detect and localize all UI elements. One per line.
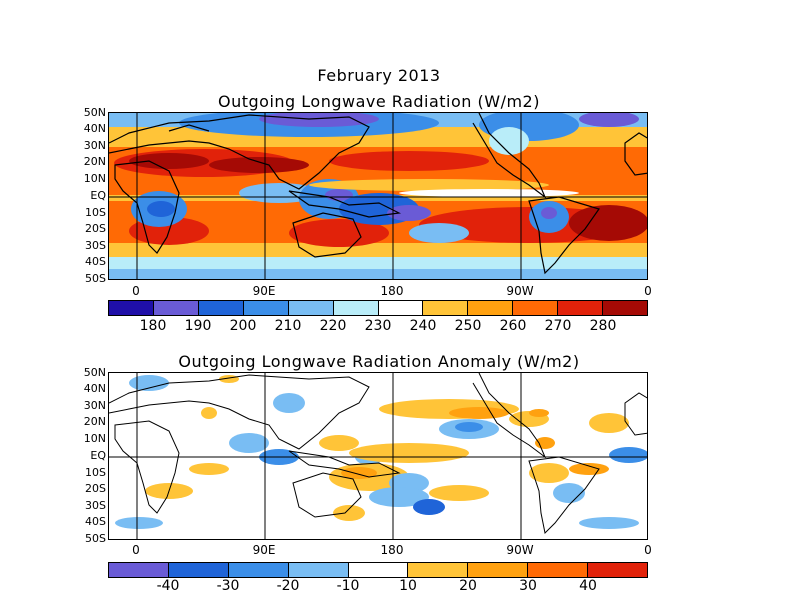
lat-label: 30S — [85, 239, 106, 252]
colorbar-segment — [243, 301, 289, 315]
lon-label: 180 — [380, 284, 404, 298]
lat-label: 50N — [83, 106, 106, 119]
olr-map-panel — [108, 112, 648, 280]
colorbar-segment — [153, 301, 199, 315]
colorbar-segment — [378, 301, 424, 315]
olr-map-field — [109, 113, 647, 279]
lat-label: 40S — [85, 515, 106, 528]
colorbar-segment — [288, 563, 349, 577]
lat-label: 50S — [85, 272, 106, 285]
lon-label: 0 — [644, 543, 652, 557]
lat-label: 40N — [83, 382, 106, 395]
colorbar-label: 200 — [229, 318, 257, 334]
lon-label: 90E — [252, 284, 276, 298]
colorbar-segment — [468, 563, 529, 577]
lat-label: 10S — [85, 206, 106, 219]
lon-label: 180 — [380, 543, 404, 557]
colorbar-label: 280 — [589, 318, 617, 334]
colorbar-segment — [109, 563, 169, 577]
olr-anomaly-map-panel — [108, 372, 648, 540]
colorbar-label: 20 — [459, 578, 477, 594]
lon-label: 0 — [132, 543, 140, 557]
lat-label: 10N — [83, 172, 106, 185]
lat-label: 30S — [85, 499, 106, 512]
olr-map-title: Outgoing Longwave Radiation (W/m2) — [218, 92, 540, 111]
olr-colorbar — [108, 300, 648, 316]
colorbar-segment — [423, 301, 469, 315]
colorbar-label: 30 — [519, 578, 537, 594]
lat-label: EQ — [90, 189, 106, 202]
lon-label: 90W — [506, 284, 534, 298]
lon-label: 0 — [132, 284, 140, 298]
colorbar-label: 220 — [319, 318, 347, 334]
colorbar-label: 230 — [364, 318, 392, 334]
colorbar-segment — [198, 301, 244, 315]
colorbar-segment — [603, 301, 648, 315]
colorbar-segment — [588, 563, 648, 577]
lon-label: 0 — [644, 284, 652, 298]
olr-anomaly-colorbar — [108, 562, 648, 578]
colorbar-label: -30 — [216, 578, 240, 594]
lat-label: 20N — [83, 155, 106, 168]
colorbar-label: 270 — [544, 318, 572, 334]
colorbar-label: -40 — [156, 578, 180, 594]
colorbar-segment — [228, 563, 289, 577]
map-date-title: February 2013 — [317, 66, 441, 85]
colorbar-label: 260 — [499, 318, 527, 334]
colorbar-label: 10 — [399, 578, 417, 594]
lat-label: 40N — [83, 122, 106, 135]
colorbar-segment — [109, 301, 154, 315]
olr-anomaly-map-field — [109, 373, 647, 539]
colorbar-segment — [558, 301, 604, 315]
lat-label: 10S — [85, 466, 106, 479]
colorbar-segment — [513, 301, 559, 315]
colorbar-label: -10 — [336, 578, 360, 594]
lat-label: 40S — [85, 255, 106, 268]
olr-anomaly-map-title: Outgoing Longwave Radiation Anomaly (W/m… — [178, 352, 580, 371]
colorbar-segment — [528, 563, 589, 577]
colorbar-label: 240 — [409, 318, 437, 334]
lat-label: 30N — [83, 399, 106, 412]
colorbar-segment — [348, 563, 409, 577]
colorbar-label: 190 — [184, 318, 212, 334]
colorbar-segment — [333, 301, 379, 315]
lat-label: 20S — [85, 482, 106, 495]
lat-label: 50S — [85, 532, 106, 545]
colorbar-segment — [468, 301, 514, 315]
lon-label: 90E — [252, 543, 276, 557]
colorbar-label: 210 — [274, 318, 302, 334]
lat-label: 30N — [83, 139, 106, 152]
lat-label: 20N — [83, 415, 106, 428]
colorbar-label: -20 — [276, 578, 300, 594]
colorbar-label: 40 — [579, 578, 597, 594]
lon-label: 90W — [506, 543, 534, 557]
colorbar-segment — [288, 301, 334, 315]
lat-label: 10N — [83, 432, 106, 445]
colorbar-label: 180 — [139, 318, 167, 334]
colorbar-segment — [168, 563, 229, 577]
lat-label: 20S — [85, 222, 106, 235]
lat-label: 50N — [83, 366, 106, 379]
colorbar-label: 250 — [454, 318, 482, 334]
lat-label: EQ — [90, 449, 106, 462]
colorbar-segment — [408, 563, 469, 577]
